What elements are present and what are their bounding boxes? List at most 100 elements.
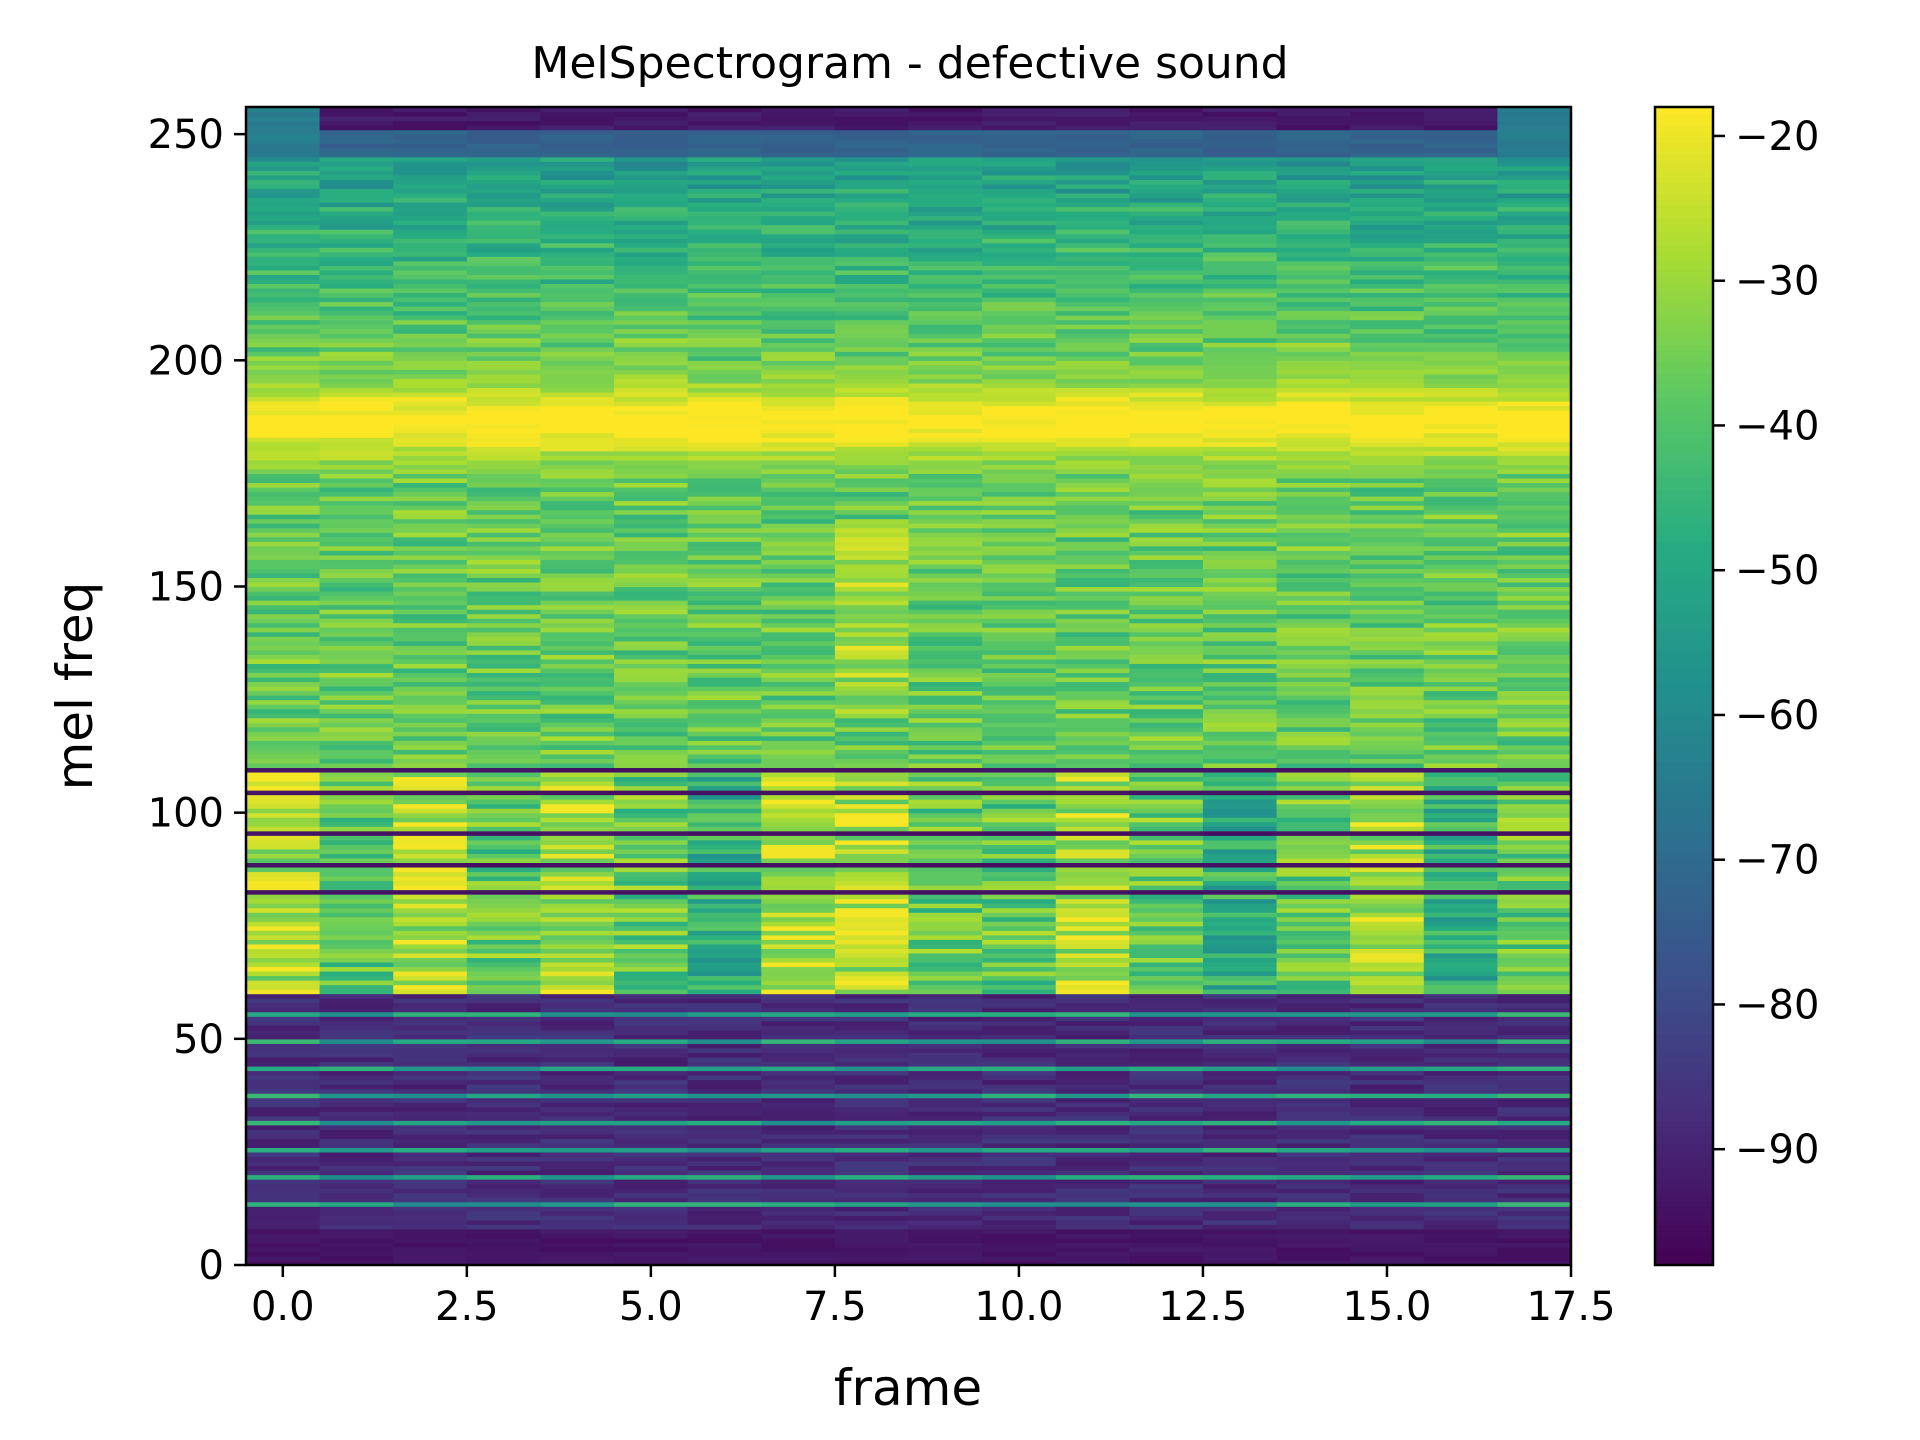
heatmap-cell	[834, 233, 910, 239]
heatmap-cell	[1202, 292, 1278, 298]
heatmap-cell	[246, 296, 321, 303]
heatmap-cell	[1276, 731, 1351, 737]
heatmap-cell	[761, 654, 836, 660]
heatmap-cell	[246, 830, 321, 836]
heatmap-cell	[1055, 269, 1130, 275]
heatmap-cell	[1055, 215, 1130, 221]
heatmap-cell	[1497, 446, 1572, 452]
heatmap-cell	[319, 355, 394, 361]
heatmap-cell	[393, 269, 468, 275]
heatmap-cell	[982, 437, 1057, 443]
heatmap-cell	[687, 717, 762, 723]
heatmap-cell	[1497, 342, 1572, 348]
heatmap-cell	[834, 1016, 910, 1022]
heatmap-cell	[1129, 948, 1204, 954]
colorbar-segment	[1655, 686, 1713, 693]
heatmap-cell	[319, 274, 394, 280]
heatmap-cell	[687, 622, 762, 628]
heatmap-cell	[982, 278, 1057, 285]
heatmap-cell	[1276, 505, 1351, 511]
heatmap-cell	[1423, 1206, 1498, 1212]
heatmap-cell	[1350, 292, 1425, 298]
heatmap-cell	[246, 1188, 321, 1194]
heatmap-cell	[1497, 152, 1572, 158]
heatmap-cell	[614, 1206, 689, 1212]
heatmap-cell	[1276, 337, 1351, 343]
heatmap-cell	[246, 437, 321, 443]
heatmap-cell	[1423, 970, 1498, 977]
colorbar-segment	[1655, 888, 1713, 896]
heatmap-cell	[466, 401, 542, 407]
heatmap-cell	[982, 903, 1057, 909]
heatmap-cell	[540, 156, 615, 162]
heatmap-cell	[466, 382, 542, 389]
heatmap-cell	[834, 1043, 910, 1049]
heatmap-cell	[614, 912, 689, 918]
heatmap-cell	[1129, 848, 1204, 854]
heatmap-cell	[1497, 287, 1572, 294]
heatmap-cell	[393, 894, 468, 900]
heatmap-cell	[540, 622, 615, 628]
heatmap-cell	[319, 1020, 394, 1026]
heatmap-cell	[1202, 577, 1278, 583]
heatmap-cell	[1129, 188, 1204, 194]
colorbar-segment	[1655, 738, 1713, 745]
heatmap-cell	[834, 188, 910, 194]
x-tick-label: 7.5	[803, 1284, 867, 1330]
heatmap-cell	[466, 179, 542, 185]
colorbar-segment	[1655, 1102, 1713, 1110]
colorbar-segment	[1655, 361, 1713, 369]
heatmap-cell	[1129, 631, 1204, 637]
heatmap-cell	[1055, 1170, 1130, 1176]
heatmap-cell	[1129, 871, 1204, 877]
heatmap-cell	[246, 545, 321, 551]
heatmap-cell	[1276, 839, 1351, 845]
heatmap-cell	[1350, 1192, 1425, 1198]
heatmap-cell	[246, 351, 321, 357]
heatmap-cell	[319, 740, 394, 746]
heatmap-cell	[1055, 989, 1130, 995]
heatmap-cell	[908, 229, 983, 235]
heatmap-cell	[1423, 699, 1498, 705]
heatmap-cell	[1276, 595, 1351, 601]
heatmap-cell	[319, 441, 394, 447]
heatmap-cell	[1276, 943, 1351, 949]
heatmap-cell	[1423, 306, 1498, 312]
heatmap-cell	[1497, 1038, 1572, 1044]
heatmap-cell	[1055, 256, 1130, 262]
heatmap-cell	[908, 699, 983, 705]
heatmap-cell	[1129, 247, 1204, 253]
heatmap-cell	[908, 1047, 983, 1053]
heatmap-cell	[1497, 1156, 1572, 1162]
heatmap-cell	[834, 1228, 910, 1234]
heatmap-cell	[319, 500, 394, 506]
heatmap-cell	[1350, 1065, 1425, 1072]
heatmap-cell	[246, 848, 321, 854]
heatmap-cell	[614, 916, 689, 922]
heatmap-cell	[1423, 477, 1498, 484]
heatmap-cell	[908, 722, 983, 728]
x-tick-label: 15.0	[1342, 1284, 1431, 1330]
heatmap-cell	[1276, 455, 1351, 461]
heatmap-cell	[982, 767, 1057, 773]
heatmap-cell	[1497, 758, 1572, 764]
heatmap-cell	[466, 369, 542, 375]
heatmap-cell	[540, 921, 615, 927]
colorbar-segment	[1655, 211, 1713, 218]
heatmap-cell	[1423, 826, 1498, 832]
heatmap-cell	[466, 328, 542, 334]
heatmap-cell	[1350, 428, 1425, 434]
heatmap-cell	[687, 613, 762, 619]
heatmap-cell	[761, 496, 836, 502]
heatmap-cell	[1497, 609, 1572, 615]
heatmap-cell	[319, 722, 394, 728]
heatmap-cell	[1202, 1246, 1278, 1253]
heatmap-cell	[540, 1102, 615, 1108]
heatmap-cell	[1202, 468, 1278, 474]
heatmap-cell	[1202, 369, 1278, 375]
heatmap-cell	[1350, 147, 1425, 153]
heatmap-cell	[1129, 428, 1204, 434]
heatmap-cell	[908, 486, 983, 493]
heatmap-cell	[1055, 188, 1130, 194]
heatmap-cell	[1276, 704, 1351, 710]
